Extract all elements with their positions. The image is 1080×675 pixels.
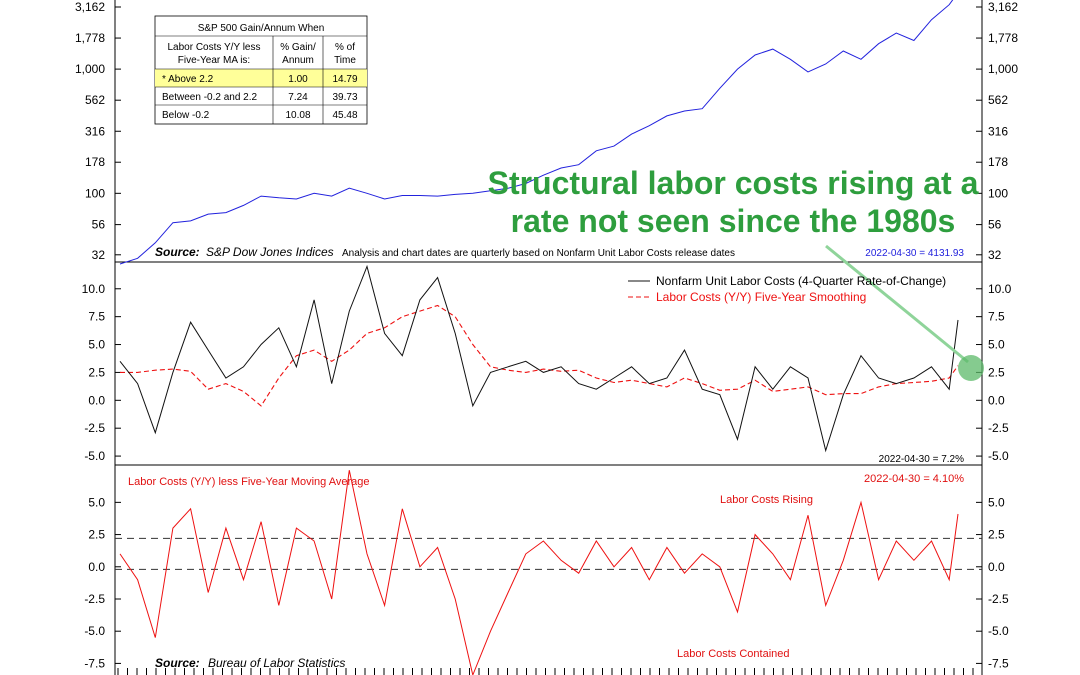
y-tick-label-left: 1,778 — [75, 31, 105, 45]
table-row-label: Below -0.2 — [162, 110, 210, 121]
table-header-time-1: % of — [335, 42, 355, 53]
y-tick-label-right: 0.0 — [988, 393, 1005, 407]
y-tick-label-left: 178 — [85, 155, 105, 169]
y-tick-label-left: -7.5 — [84, 656, 105, 670]
y-tick-label-right: 316 — [988, 124, 1008, 138]
legend-smooth-label: Labor Costs (Y/Y) Five-Year Smoothing — [656, 290, 866, 304]
y-tick-label-right: 5.0 — [988, 495, 1005, 509]
panel2-y-ticks: 10.0 10.0 7.5 7.5 5.0 5.0 2.5 2.5 0.0 0.0 -2.5 -2.5… — [82, 282, 1012, 463]
y-tick-label-right: -5.0 — [988, 449, 1009, 463]
annotation-arrow-line — [825, 244, 969, 364]
y-tick-label-left: -5.0 — [84, 624, 105, 638]
gain-table: S&P 500 Gain/Annum When Labor Costs Y/Y … — [154, 15, 368, 125]
y-tick-label-right: 178 — [988, 155, 1008, 169]
table-title: S&P 500 Gain/Annum When — [198, 23, 325, 34]
table-row-time: 14.79 — [332, 74, 357, 85]
y-tick-label-right: 5.0 — [988, 338, 1005, 352]
y-tick-label-right: -7.5 — [988, 656, 1009, 670]
y-tick-label-left: 32 — [92, 248, 106, 262]
table-highlight-row — [155, 69, 367, 87]
table-row-time: 39.73 — [332, 92, 357, 103]
y-tick-label-right: 7.5 — [988, 310, 1005, 324]
y-tick-label-right: 1,778 — [988, 31, 1018, 45]
y-tick-label-right: 0.0 — [988, 560, 1005, 574]
y-tick-label-right: 2.5 — [988, 528, 1005, 542]
table-header-gain-2: Annum — [282, 55, 314, 66]
table-row-gain: 10.08 — [285, 110, 310, 121]
table-row-label: * Above 2.2 — [162, 74, 214, 85]
annotation-line-1: Structural labor costs rising at a — [488, 165, 979, 201]
panel1-source-text: S&P Dow Jones Indices — [206, 245, 334, 259]
y-tick-label-left: 316 — [85, 124, 105, 138]
panel3-title: Labor Costs (Y/Y) less Five-Year Moving … — [128, 476, 370, 488]
y-tick-label-left: -2.5 — [84, 592, 105, 606]
x-tick-marks — [117, 668, 974, 675]
y-tick-label-right: -5.0 — [988, 624, 1009, 638]
panel3-label-rising: Labor Costs Rising — [720, 494, 813, 506]
series-sp500-line — [119, 0, 954, 265]
series-five-year-smoothing-line — [120, 304, 959, 407]
y-tick-label-left: 10.0 — [82, 282, 106, 296]
y-tick-label-left: 7.5 — [88, 310, 105, 324]
annotation-line-2: rate not seen since the 1980s — [511, 203, 956, 239]
series-labor-costs-less-ma-line — [119, 470, 959, 675]
y-tick-label-right: 1,000 — [988, 62, 1018, 76]
panel1-y-ticks: 32 32 56 56 100 100 178 178 316 316 562 562 1,000 1,0… — [75, 0, 1018, 262]
annotation-highlight-circle — [958, 355, 984, 381]
panel3-reference-lines — [115, 537, 982, 570]
table-row-gain: 7.24 — [288, 92, 308, 103]
y-tick-label-right: 56 — [988, 218, 1002, 232]
chart-frame — [114, 0, 983, 675]
table-header-gain-1: % Gain/ — [280, 42, 316, 53]
panel3-source-label: Source: — [155, 656, 200, 670]
series-unit-labor-costs-line — [119, 264, 959, 453]
panel3-y-ticks: 5.0 5.0 2.5 2.5 0.0 0.0 -2.5 -2.5 -5.0 -5.0 -7.5 -7… — [84, 495, 1009, 670]
table-row-time: 45.48 — [332, 110, 357, 121]
y-tick-label-left: 562 — [85, 93, 105, 107]
panel1-source-label: Source: — [155, 245, 200, 259]
y-tick-label-right: 3,162 — [988, 0, 1018, 14]
y-tick-label-left: -2.5 — [84, 421, 105, 435]
panel3-label-contained: Labor Costs Contained — [677, 648, 790, 660]
y-tick-label-left: 2.5 — [88, 528, 105, 542]
y-tick-label-right: -2.5 — [988, 592, 1009, 606]
y-tick-label-left: 2.5 — [88, 365, 105, 379]
y-tick-label-left: 1,000 — [75, 62, 105, 76]
y-tick-label-left: 5.0 — [88, 338, 105, 352]
y-tick-label-left: 56 — [92, 218, 106, 232]
table-row-label: Between -0.2 and 2.2 — [162, 92, 258, 103]
table-row-gain: 1.00 — [288, 74, 308, 85]
legend-ulc-label: Nonfarm Unit Labor Costs (4-Quarter Rate… — [656, 274, 946, 288]
table-header-condition-1: Labor Costs Y/Y less — [167, 42, 260, 53]
panel1-note: Analysis and chart dates are quarterly b… — [342, 248, 735, 259]
table-header-condition-2: Five-Year MA is: — [178, 55, 250, 66]
panel3-last-value: 2022-04-30 = 4.10% — [864, 473, 964, 485]
y-tick-label-left: 5.0 — [88, 495, 105, 509]
y-tick-label-left: 3,162 — [75, 0, 105, 14]
panel1-last-value: 2022-04-30 = 4131.93 — [865, 248, 964, 259]
table-header-time-2: Time — [334, 55, 356, 66]
y-tick-label-right: 562 — [988, 93, 1008, 107]
y-tick-label-right: 32 — [988, 248, 1002, 262]
y-tick-label-right: -2.5 — [988, 421, 1009, 435]
y-tick-label-left: 0.0 — [88, 560, 105, 574]
y-tick-label-right: 2.5 — [988, 365, 1005, 379]
panel2-last-value: 2022-04-30 = 7.2% — [879, 454, 964, 465]
y-tick-label-right: 10.0 — [988, 282, 1012, 296]
y-tick-label-left: -5.0 — [84, 449, 105, 463]
y-tick-label-left: 0.0 — [88, 393, 105, 407]
y-tick-label-left: 100 — [85, 186, 105, 200]
panel3-source-text: Bureau of Labor Statistics — [208, 656, 345, 670]
y-tick-label-right: 100 — [988, 186, 1008, 200]
